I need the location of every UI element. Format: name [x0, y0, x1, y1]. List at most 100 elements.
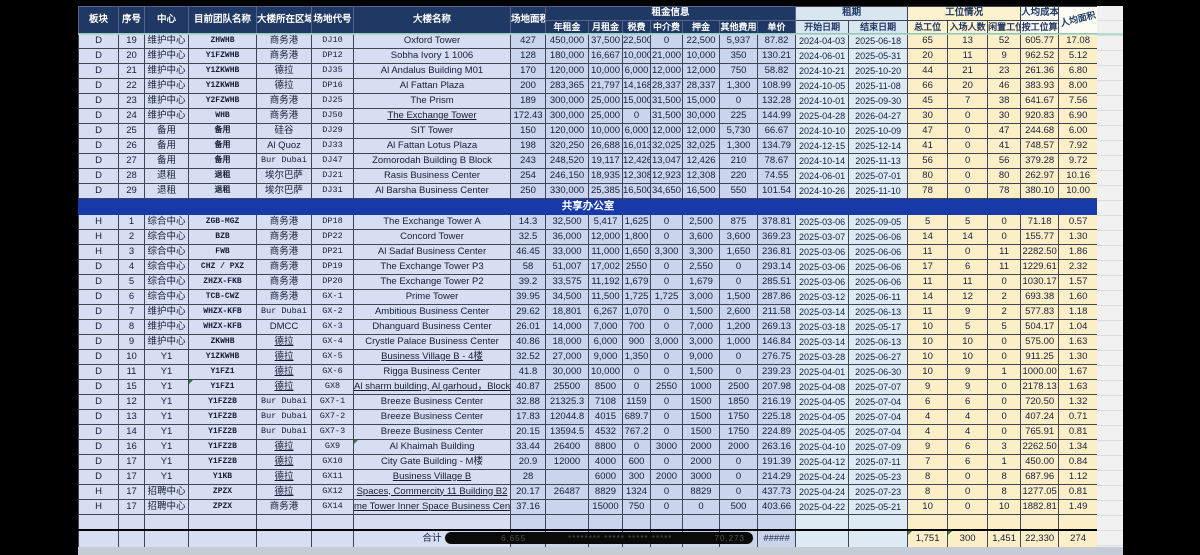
cell-area[interactable]: 198 [511, 139, 546, 154]
cell-area[interactable]: 20.9 [511, 455, 546, 470]
cell-other-fee[interactable]: 0 [720, 260, 758, 275]
cell-building[interactable]: Al Andalus Building M01 [354, 64, 511, 79]
cell-area[interactable]: 32.5 [511, 230, 546, 245]
cell-area-per-person[interactable]: 8.00 [1059, 79, 1098, 94]
cell-unit-price[interactable]: 276.75 [758, 350, 796, 365]
cell-center[interactable]: 综合中心 [145, 260, 189, 275]
cell-deposit[interactable]: 15,000 [683, 94, 720, 109]
cell-agency-fee[interactable]: 2550 [651, 380, 683, 395]
cell-end-date[interactable]: 2025-07-04 [849, 425, 908, 440]
cell-other-fee[interactable]: 350 [720, 49, 758, 64]
cell-seats-total[interactable]: 47 [908, 124, 948, 139]
cell-end-date[interactable]: 2025-06-13 [849, 335, 908, 350]
cell-no[interactable]: 10 [119, 350, 145, 365]
cell-area-per-person[interactable]: 1.30 [1059, 350, 1098, 365]
cell-seats-total[interactable]: 10 [908, 500, 948, 515]
cell-seats-entered[interactable]: 0 [948, 109, 988, 124]
cell-seats-total[interactable]: 6 [908, 395, 948, 410]
cell-seats-idle[interactable]: 1 [988, 365, 1021, 380]
cell-other-fee[interactable]: 0 [720, 94, 758, 109]
subcol-header-deposit[interactable]: 押金 [683, 21, 720, 34]
cell-seats-entered[interactable]: 10 [948, 335, 988, 350]
cell-end-date[interactable]: 2025-11-13 [849, 154, 908, 169]
cell-site-code[interactable]: DP22 [312, 230, 354, 245]
cell-cost-per-seat[interactable]: 71.18 [1021, 215, 1059, 230]
cell-deposit[interactable]: 12,000 [683, 124, 720, 139]
cell-area[interactable]: 28 [511, 470, 546, 485]
cell-region[interactable]: DMCC [257, 320, 312, 335]
cell-annual-rent[interactable]: 26400 [546, 440, 589, 455]
cell-cost-per-seat[interactable]: 1277.05 [1021, 485, 1059, 500]
cell-team[interactable]: WHZX-KFB [189, 320, 257, 335]
cell-unit-price[interactable]: 211.58 [758, 305, 796, 320]
cell-end-date[interactable]: 2025-07-09 [849, 440, 908, 455]
cell-building[interactable]: Business Village B - 4楼 [354, 350, 511, 365]
cell-end-date[interactable]: 2025-06-06 [849, 260, 908, 275]
cell-team[interactable]: 备用 [189, 124, 257, 139]
cell-site-code[interactable]: GX-4 [312, 335, 354, 350]
cell-no[interactable]: 7 [119, 305, 145, 320]
cell-site-code[interactable]: DP19 [312, 260, 354, 275]
cell-monthly-rent[interactable]: 17,002 [589, 260, 623, 275]
cell-seats-idle[interactable]: 9 [988, 49, 1021, 64]
cell-tax[interactable] [623, 515, 651, 531]
cell-building[interactable]: The Exchange Tower [354, 109, 511, 124]
cell-seats-entered[interactable]: 5 [948, 320, 988, 335]
cell-deposit[interactable]: 2000 [683, 440, 720, 455]
cell-seats-idle[interactable]: 11 [988, 245, 1021, 260]
cell-deposit[interactable]: 30,000 [683, 109, 720, 124]
cell-start-date[interactable]: 2025-04-22 [796, 500, 849, 515]
cell-tax[interactable]: 14,168 [623, 79, 651, 94]
cell-seats-idle[interactable]: 47 [988, 124, 1021, 139]
cell-start-date[interactable]: 2025-04-12 [796, 455, 849, 470]
cell-seats-total[interactable]: 80 [908, 169, 948, 184]
cell-seats-total[interactable]: 10 [908, 320, 948, 335]
cell-end-date[interactable]: 2025-07-11 [849, 455, 908, 470]
cell-region[interactable]: 商务港 [257, 275, 312, 290]
col-header-region[interactable]: 大楼所在区域 [257, 7, 312, 34]
cell-sector[interactable]: H [79, 215, 119, 230]
cell-seats-idle[interactable]: 8 [988, 470, 1021, 485]
cell-seats-idle[interactable]: 0 [988, 395, 1021, 410]
cell-end-date[interactable]: 2025-11-08 [849, 79, 908, 94]
cell-building[interactable]: Al Sadaf Business Center [354, 245, 511, 260]
cell-no[interactable]: 15 [119, 380, 145, 395]
cell-site-code[interactable]: GX7-3 [312, 425, 354, 440]
cell-other-fee[interactable]: 500 [720, 500, 758, 515]
cell-area-per-person[interactable]: 1.34 [1059, 440, 1098, 455]
cell-area-per-person[interactable]: 0.57 [1059, 215, 1098, 230]
col-header-area[interactable]: 场地面积 [511, 7, 546, 34]
cell-deposit[interactable]: 1,500 [683, 305, 720, 320]
cell-area-per-person[interactable]: 1.04 [1059, 320, 1098, 335]
cell-area-per-person[interactable]: 0.81 [1059, 425, 1098, 440]
cell-seats-entered[interactable]: 13 [948, 34, 988, 49]
cell-other-fee[interactable]: 1,300 [720, 139, 758, 154]
cell-region[interactable]: 德拉 [257, 440, 312, 455]
cell-seats-total[interactable]: 17 [908, 260, 948, 275]
section-separator-label[interactable]: 共享办公室 [79, 199, 1098, 215]
cell-area[interactable]: 172.43 [511, 109, 546, 124]
cell-site-code[interactable]: GX10 [312, 455, 354, 470]
cell-center[interactable]: 备用 [145, 124, 189, 139]
cell-monthly-rent[interactable]: 10,000 [589, 124, 623, 139]
cell-annual-rent[interactable] [546, 500, 589, 515]
cell-area-per-person[interactable]: 1.63 [1059, 335, 1098, 350]
cell-seats-total[interactable]: 41 [908, 139, 948, 154]
cell-no[interactable]: 5 [119, 275, 145, 290]
cell-seats-entered[interactable]: 6 [948, 455, 988, 470]
cell-area-per-person[interactable]: 6.80 [1059, 64, 1098, 79]
cell-annual-rent[interactable]: 12000 [546, 455, 589, 470]
total-unit-price[interactable]: ##### [758, 530, 796, 549]
cell-sector[interactable]: D [79, 395, 119, 410]
cell-deposit[interactable]: 1500 [683, 395, 720, 410]
cell-area[interactable] [511, 515, 546, 531]
cell-area-per-person[interactable] [1059, 515, 1098, 531]
cell-seats-total[interactable]: 8 [908, 470, 948, 485]
cell-unit-price[interactable]: 285.51 [758, 275, 796, 290]
cell-area-per-person[interactable]: 1.12 [1059, 470, 1098, 485]
cell-site-code[interactable]: GX7-2 [312, 410, 354, 425]
cell-end-date[interactable]: 2025-10-20 [849, 64, 908, 79]
cell-cost-per-seat[interactable]: 379.28 [1021, 154, 1059, 169]
cell-seats-idle[interactable]: 52 [988, 34, 1021, 49]
cell-annual-rent[interactable]: 32,500 [546, 215, 589, 230]
